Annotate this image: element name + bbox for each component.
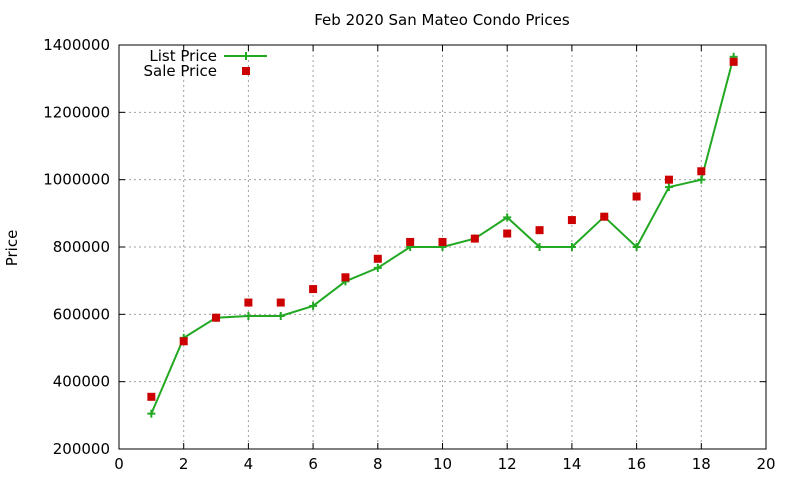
y-tick-label: 1400000 — [43, 36, 110, 54]
sale-price-point — [244, 298, 253, 307]
sale-price-point — [179, 337, 188, 346]
sale-price-point — [341, 273, 350, 282]
sale-price-point — [438, 237, 447, 246]
x-tick-label: 0 — [114, 455, 124, 473]
list-price-point — [664, 183, 673, 192]
sale-price-point — [632, 192, 641, 201]
chart-title: Feb 2020 San Mateo Condo Prices — [314, 11, 570, 29]
sale-price-point — [309, 285, 318, 294]
sale-price-point — [503, 229, 512, 238]
x-tick-label: 12 — [498, 455, 517, 473]
sale-price-point — [147, 392, 156, 401]
list-price-point — [244, 312, 253, 321]
y-tick-label: 1200000 — [43, 103, 110, 121]
x-tick-label: 20 — [756, 455, 775, 473]
sale-price-point — [406, 237, 415, 246]
y-tick-label: 600000 — [53, 305, 110, 323]
y-tick-label: 800000 — [53, 238, 110, 256]
legend-label-list-price: List Price — [149, 47, 217, 65]
list-price-point — [309, 301, 318, 310]
sale-price-point — [276, 298, 285, 307]
x-tick-label: 6 — [308, 455, 318, 473]
x-tick-label: 4 — [244, 455, 254, 473]
list-price-point — [567, 243, 576, 251]
series-layer — [147, 52, 738, 418]
y-tick-label: 1000000 — [43, 171, 110, 189]
list-price-point — [147, 409, 156, 418]
list-price-point — [632, 243, 641, 251]
sale-price-point — [470, 234, 479, 243]
list-price-point — [373, 263, 382, 272]
sale-price-point — [535, 226, 544, 235]
list-price-point — [535, 243, 544, 251]
legend-label-sale-price: Sale Price — [144, 62, 217, 80]
legend: List Price Sale Price — [144, 47, 267, 80]
x-tick-label: 2 — [179, 455, 189, 473]
x-tick-label: 10 — [433, 455, 452, 473]
list-price-point — [697, 175, 706, 184]
sale-price-point — [373, 254, 382, 263]
list-price-point — [276, 312, 285, 321]
sale-price-point — [600, 212, 609, 221]
y-tick-label: 200000 — [53, 440, 110, 458]
axis-ticks: 0 2 4 6 8 10 12 14 16 18 20 200000 400000 600000 80000… — [43, 36, 775, 473]
y-axis-label: Price — [3, 230, 21, 267]
x-tick-label: 16 — [627, 455, 646, 473]
x-tick-label: 18 — [692, 455, 711, 473]
sale-price-point — [664, 175, 673, 184]
sale-price-point — [729, 57, 738, 66]
legend-sample-sale-price — [242, 67, 250, 75]
y-tick-label: 400000 — [53, 373, 110, 391]
sale-price-point — [567, 216, 576, 225]
x-tick-label: 8 — [373, 455, 383, 473]
x-tick-label: 14 — [562, 455, 581, 473]
list-price-point — [503, 213, 512, 222]
sale-price-point — [212, 313, 221, 322]
sale-price-point — [697, 167, 706, 176]
